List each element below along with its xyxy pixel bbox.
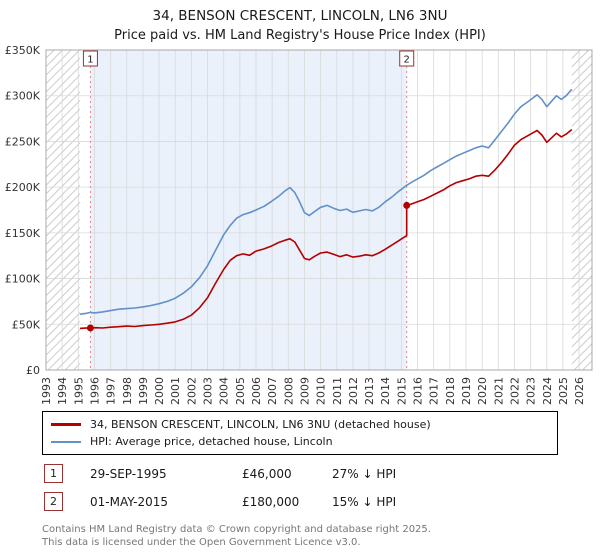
svg-text:£300K: £300K: [5, 90, 41, 103]
svg-text:2007: 2007: [266, 377, 279, 405]
svg-text:2: 2: [404, 55, 410, 66]
transaction-2-badge: 2: [44, 492, 63, 511]
svg-text:1993: 1993: [40, 377, 53, 405]
page-subtitle: Price paid vs. HM Land Registry's House …: [114, 28, 486, 43]
property-line-swatch: [51, 423, 81, 426]
svg-text:2005: 2005: [234, 377, 247, 405]
svg-text:2020: 2020: [476, 377, 489, 405]
transaction-row-2: 2 01-MAY-2015 £180,000 15% ↓ HPI: [44, 492, 600, 511]
page-title: 34, BENSON CRESCENT, LINCOLN, LN6 3NU: [152, 8, 448, 24]
svg-text:2001: 2001: [169, 377, 182, 405]
transaction-2-price: £180,000: [242, 494, 300, 509]
svg-text:2021: 2021: [492, 377, 505, 405]
hpi-line-swatch: [51, 440, 81, 443]
svg-text:2019: 2019: [460, 377, 473, 405]
svg-text:2010: 2010: [315, 377, 328, 405]
footer-line-2: This data is licensed under the Open Gov…: [42, 537, 361, 548]
svg-text:£0: £0: [26, 364, 40, 377]
svg-text:£350K: £350K: [5, 44, 41, 57]
legend-item-hpi: HPI: Average price, detached house, Linc…: [51, 433, 549, 450]
svg-text:£100K: £100K: [5, 273, 41, 286]
svg-text:£150K: £150K: [5, 227, 41, 240]
svg-text:1999: 1999: [137, 377, 150, 405]
svg-text:1994: 1994: [56, 377, 69, 405]
svg-text:£250K: £250K: [5, 135, 41, 148]
svg-text:2023: 2023: [525, 377, 538, 405]
svg-text:2025: 2025: [557, 377, 570, 405]
license-footer: Contains HM Land Registry data © Crown c…: [42, 523, 600, 549]
title-block: 34, BENSON CRESCENT, LINCOLN, LN6 3NU Pr…: [0, 0, 600, 44]
svg-text:2009: 2009: [298, 377, 311, 405]
footer-line-1: Contains HM Land Registry data © Crown c…: [42, 524, 431, 535]
svg-text:£50K: £50K: [12, 318, 41, 331]
transaction-1-hpi-delta: 27% ↓ HPI: [332, 466, 397, 481]
transaction-2-hpi-delta: 15% ↓ HPI: [332, 494, 397, 509]
svg-text:2008: 2008: [282, 377, 295, 405]
transaction-row-1: 1 29-SEP-1995 £46,000 27% ↓ HPI: [44, 464, 600, 483]
svg-text:1995: 1995: [72, 377, 85, 405]
svg-text:£200K: £200K: [5, 181, 41, 194]
chart-legend: 34, BENSON CRESCENT, LINCOLN, LN6 3NU (d…: [42, 411, 558, 455]
svg-text:2026: 2026: [573, 377, 586, 405]
svg-text:2013: 2013: [363, 377, 376, 405]
transaction-1-price: £46,000: [242, 466, 292, 481]
price-history-chart: £0 £50K £100K £150K £200K £250K £300K £350K 1993…: [5, 44, 593, 405]
svg-text:1: 1: [87, 55, 93, 66]
svg-text:2004: 2004: [218, 377, 231, 405]
svg-text:2002: 2002: [185, 377, 198, 405]
svg-text:2024: 2024: [541, 377, 554, 405]
transaction-1-badge: 1: [44, 464, 63, 483]
svg-text:2006: 2006: [250, 377, 263, 405]
svg-text:2022: 2022: [508, 377, 521, 405]
svg-text:2000: 2000: [153, 377, 166, 405]
svg-text:1998: 1998: [121, 377, 134, 405]
legend-label-hpi: HPI: Average price, detached house, Linc…: [90, 435, 333, 448]
transaction-2-date: 01-MAY-2015: [90, 494, 169, 509]
svg-text:2016: 2016: [412, 377, 425, 405]
svg-text:2012: 2012: [347, 377, 360, 405]
svg-text:2015: 2015: [395, 377, 408, 405]
svg-text:2003: 2003: [202, 377, 215, 405]
legend-label-property: 34, BENSON CRESCENT, LINCOLN, LN6 3NU (d…: [90, 418, 431, 431]
legend-item-property: 34, BENSON CRESCENT, LINCOLN, LN6 3NU (d…: [51, 416, 549, 433]
svg-text:1996: 1996: [88, 377, 101, 405]
transaction-1-date: 29-SEP-1995: [90, 466, 167, 481]
svg-text:2018: 2018: [444, 377, 457, 405]
svg-text:2017: 2017: [428, 377, 441, 405]
svg-text:2011: 2011: [331, 377, 344, 405]
svg-text:1997: 1997: [105, 377, 118, 405]
svg-text:2014: 2014: [379, 377, 392, 405]
